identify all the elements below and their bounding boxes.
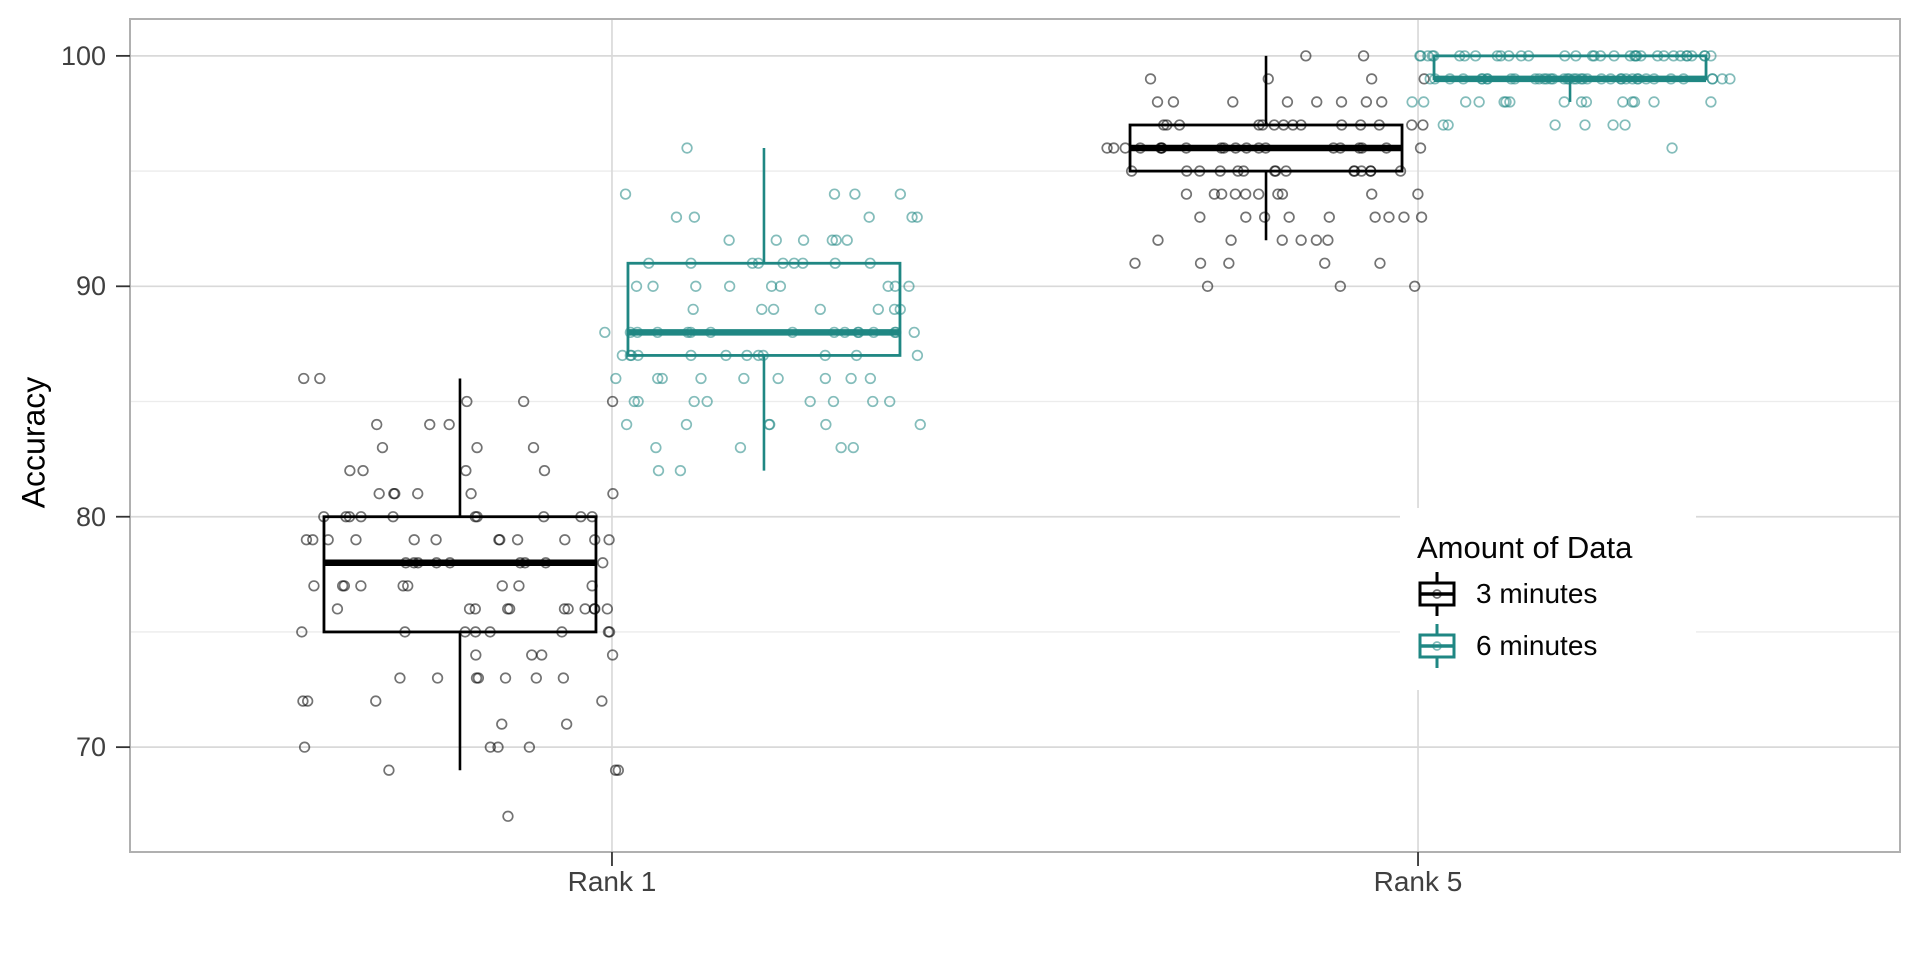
legend-label: 6 minutes [1476, 629, 1598, 661]
legend-item-3-minutes: 3 minutes [1414, 569, 1714, 618]
legend-item-6-minutes: 6 minutes [1414, 621, 1714, 670]
x-tick-label-rank5: Rank 5 [1373, 866, 1463, 897]
y-tick-label-100: 100 [60, 41, 106, 71]
y-tick-label-70: 70 [75, 732, 106, 762]
y-axis-title: Accuracy [15, 376, 52, 509]
legend: Amount of Data 3 minutes 6 minutes [1414, 530, 1714, 670]
legend-title: Amount of Data [1417, 530, 1633, 565]
legend-label: 3 minutes [1476, 577, 1598, 609]
y-tick-label-90: 90 [75, 271, 106, 301]
y-tick-label-80: 80 [75, 502, 106, 532]
boxplot-key-icon [1418, 623, 1456, 668]
boxplot-key-icon [1418, 571, 1456, 616]
x-tick-label-rank1: Rank 1 [567, 866, 657, 897]
